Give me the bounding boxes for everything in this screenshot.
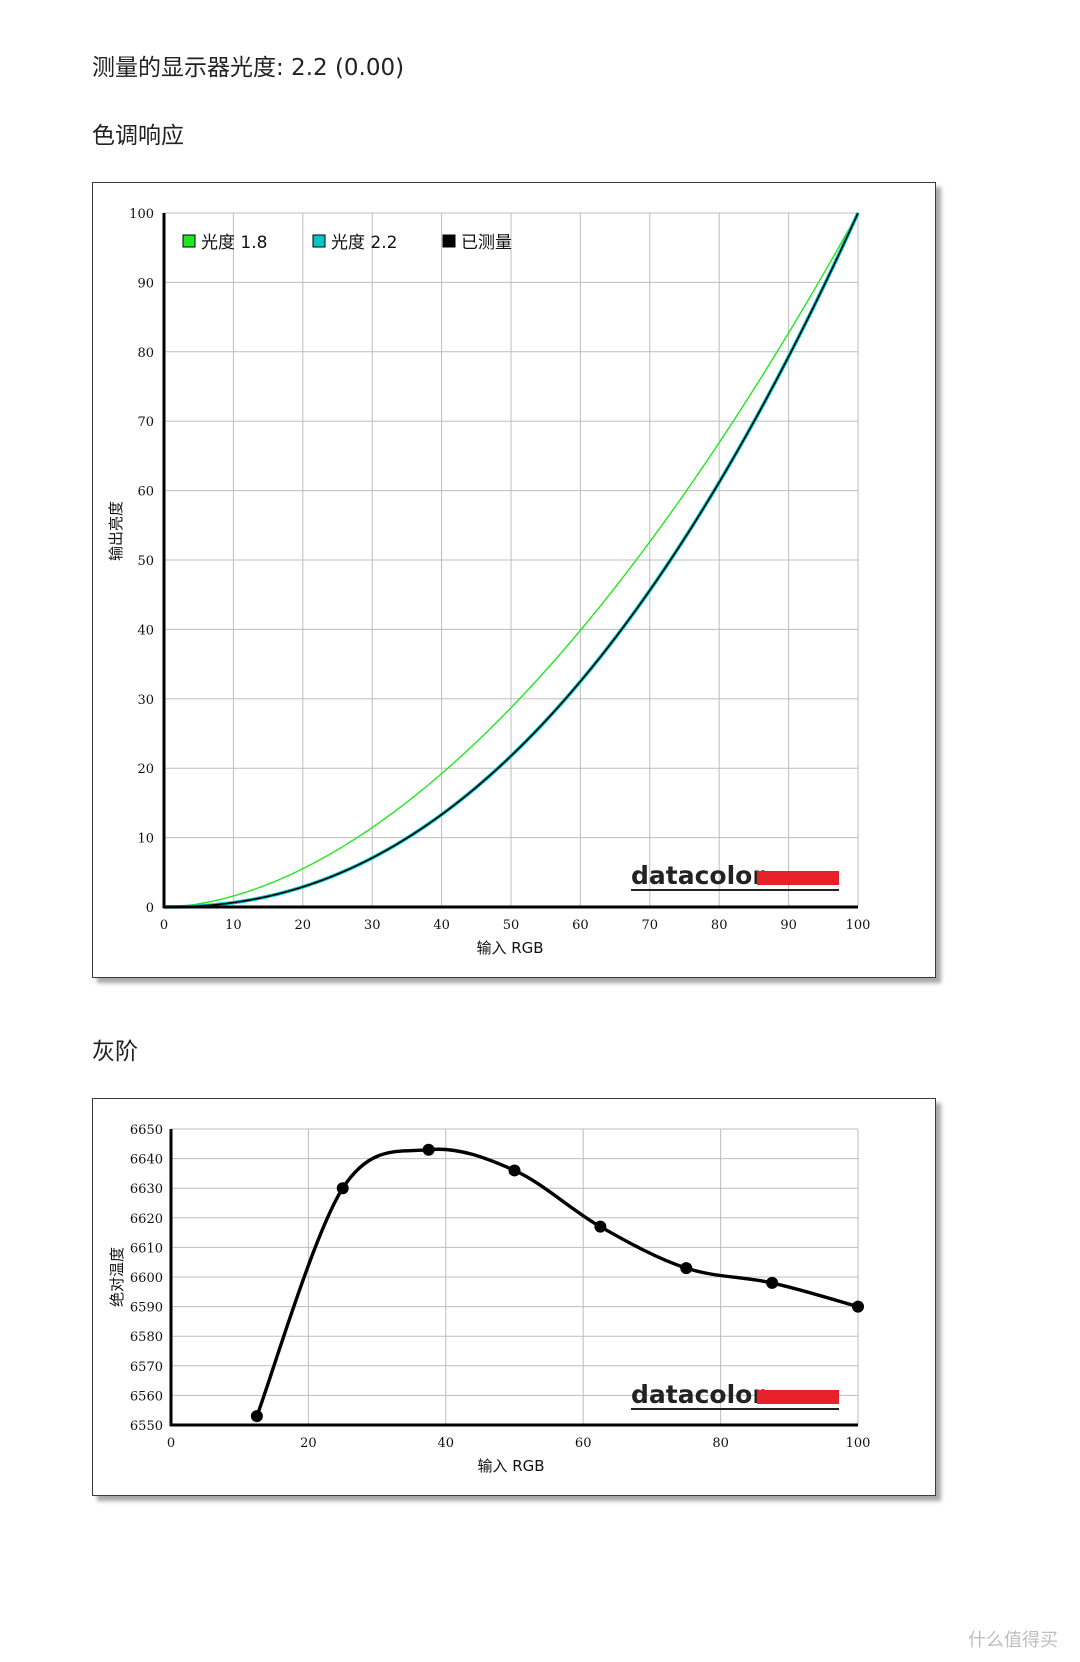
gray-y-tick-label: 6580	[130, 1330, 163, 1345]
tone-curves	[163, 212, 860, 909]
tone-response-svg: 0 10 20 30 40 50 60 70 80 90 100 0 10 20 30 40 50 60 70 80 9…	[107, 207, 870, 957]
grayscale-chart: 0 20 40 60 80 100 6550 6560 6570 6580 6590 6600 6610…	[92, 1098, 936, 1496]
tone-axes	[162, 213, 858, 909]
gray-x-tick-label: 100	[846, 1436, 871, 1451]
tone-x-tick-label: 0	[160, 918, 168, 933]
gray-x-tick-label: 60	[575, 1436, 592, 1451]
tone-x-tick-label: 50	[503, 918, 520, 933]
tone-legend: 光度 1.8 光度 2.2 已测量	[182, 233, 512, 253]
tone-x-axis-label: 输入 RGB	[476, 939, 543, 957]
gray-data-point	[594, 1220, 607, 1233]
gray-data-point	[336, 1182, 349, 1195]
tone-x-tick-label: 30	[364, 918, 381, 933]
tone-response-chart: 0 10 20 30 40 50 60 70 80 90 100 0 10 20 30 40 50 60 70 80 9…	[92, 182, 936, 978]
gray-series-line	[255, 1147, 859, 1417]
gray-data-point	[422, 1143, 435, 1156]
gray-brand-text: datacolor	[631, 1380, 765, 1409]
gray-y-axis-label: 绝对温度	[108, 1247, 126, 1307]
tone-y-tick-label: 60	[137, 485, 154, 500]
gray-y-tick-label: 6590	[130, 1301, 163, 1316]
gray-x-tick-label: 40	[438, 1436, 455, 1451]
gray-y-tick-label: 6570	[130, 1360, 163, 1375]
tone-x-tick-label: 80	[711, 918, 728, 933]
tone-legend-label: 光度 2.2	[331, 233, 397, 253]
grayscale-svg: 0 20 40 60 80 100 6550 6560 6570 6580 6590 6600 6610…	[108, 1123, 871, 1475]
gray-y-tick-label: 6560	[130, 1389, 163, 1404]
gray-data-point	[680, 1262, 693, 1275]
tone-legend-label: 已测量	[461, 233, 512, 253]
gamma-heading: 测量的显示器光度: 2.2 (0.00)	[92, 55, 405, 81]
tone-series-line	[163, 212, 859, 908]
tone-y-tick-label: 80	[137, 346, 154, 361]
gray-x-axis-label: 输入 RGB	[477, 1457, 544, 1475]
tone-x-tick-label: 90	[780, 918, 797, 933]
gray-y-tick-label: 6650	[130, 1123, 163, 1138]
tone-x-tick-label: 100	[846, 918, 871, 933]
gray-x-tick-label: 80	[712, 1436, 729, 1451]
gray-brand-underline	[631, 1408, 839, 1410]
gray-y-tick-label: 6640	[130, 1153, 163, 1168]
gray-y-tick-label: 6610	[130, 1241, 163, 1256]
gray-y-tick-label: 6600	[130, 1271, 163, 1286]
tone-legend-label: 光度 1.8	[201, 233, 267, 253]
gray-brand-bar	[757, 1390, 839, 1404]
tone-x-tick-label: 10	[225, 918, 242, 933]
tone-y-tick-label: 90	[137, 276, 154, 291]
gray-axes	[169, 1129, 858, 1427]
tone-y-tick-label: 50	[137, 554, 154, 569]
tone-brand-underline	[631, 889, 839, 891]
tone-legend-swatch	[442, 234, 456, 248]
tone-grid	[164, 212, 859, 907]
tone-y-tick-label: 70	[137, 415, 154, 430]
gray-x-tick-label: 20	[300, 1436, 317, 1451]
tone-x-tick-label: 40	[433, 918, 450, 933]
tone-x-tick-label: 20	[295, 918, 312, 933]
watermark: 什么值得买	[968, 1630, 1058, 1651]
gray-data-point	[508, 1164, 521, 1177]
tone-y-tick-label: 40	[137, 623, 154, 638]
tone-y-tick-label: 0	[146, 901, 154, 916]
tone-y-tick-label: 10	[137, 832, 154, 847]
tone-brand-logo: datacolor	[631, 861, 839, 891]
tone-legend-swatch	[312, 234, 326, 248]
tone-x-tick-label: 70	[642, 918, 659, 933]
tone-response-heading: 色调响应	[92, 123, 184, 149]
grayscale-heading: 灰阶	[92, 1039, 138, 1065]
gray-data-point	[852, 1300, 864, 1313]
tone-series-line	[163, 212, 859, 908]
tone-y-tick-label: 20	[137, 762, 154, 777]
gray-data-point	[766, 1276, 779, 1289]
gray-grid	[171, 1128, 859, 1425]
gray-y-tick-label: 6620	[130, 1212, 163, 1227]
tone-ticks: 0 10 20 30 40 50 60 70 80 90 100 0 10 20 30 40 50 60 70 80 9…	[129, 207, 870, 933]
tone-legend-swatch	[182, 234, 196, 248]
gray-y-tick-label: 6630	[130, 1182, 163, 1197]
gray-data-point	[250, 1410, 263, 1423]
tone-brand-text: datacolor	[631, 861, 765, 890]
gray-curve	[250, 1143, 864, 1423]
tone-y-tick-label: 100	[129, 207, 154, 222]
tone-y-tick-label: 30	[137, 693, 154, 708]
gray-x-tick-label: 0	[167, 1436, 175, 1451]
tone-x-tick-label: 60	[572, 918, 589, 933]
tone-y-axis-label: 输出亮度	[107, 501, 125, 561]
gray-y-tick-label: 6550	[130, 1419, 163, 1434]
gray-ticks: 0 20 40 60 80 100 6550 6560 6570 6580 6590 6600 6610…	[130, 1123, 871, 1451]
tone-brand-bar	[757, 871, 839, 885]
gray-brand-logo: datacolor	[631, 1380, 839, 1410]
